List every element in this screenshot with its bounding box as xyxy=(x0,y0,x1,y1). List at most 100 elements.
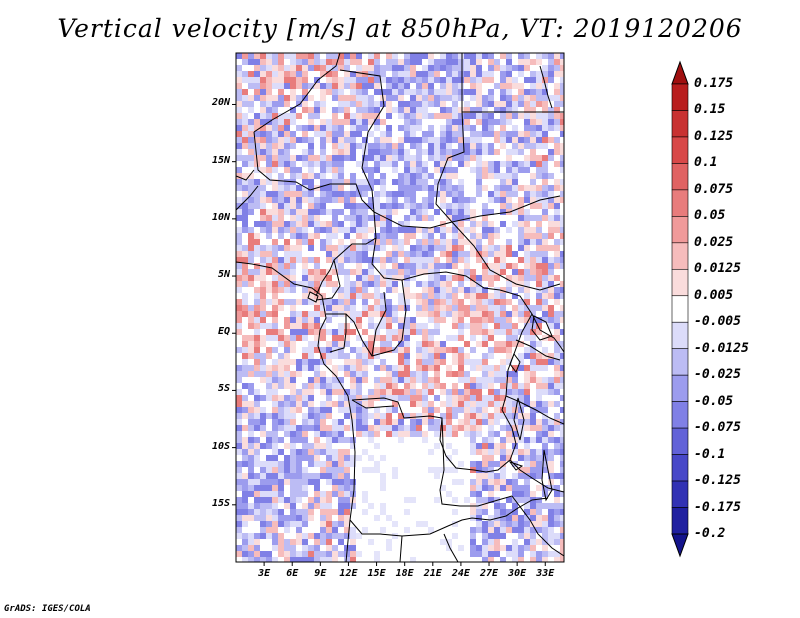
field-cell xyxy=(560,167,564,174)
field-cell xyxy=(302,461,309,468)
colorbar-swatch xyxy=(671,480,689,508)
field-cell xyxy=(428,71,435,78)
field-cell xyxy=(284,449,291,456)
field-cell xyxy=(410,503,417,510)
field-cell xyxy=(236,491,243,498)
field-cell xyxy=(428,347,435,354)
field-cell xyxy=(500,449,507,456)
field-cell xyxy=(512,335,519,342)
field-cell xyxy=(416,425,423,432)
field-cell xyxy=(368,305,375,312)
field-cell xyxy=(530,437,537,444)
field-cell xyxy=(296,257,303,264)
field-cell xyxy=(344,341,351,348)
field-cell xyxy=(428,527,435,534)
field-cell xyxy=(374,257,381,264)
field-cell xyxy=(512,65,519,72)
field-cell xyxy=(452,371,459,378)
field-cell xyxy=(446,251,453,258)
field-cell xyxy=(458,155,465,162)
field-cell xyxy=(536,437,543,444)
field-cell xyxy=(398,449,405,456)
field-cell xyxy=(500,269,507,276)
field-cell xyxy=(314,413,321,420)
field-cell xyxy=(542,215,549,222)
field-cell xyxy=(344,119,351,126)
field-cell xyxy=(476,155,483,162)
field-cell xyxy=(242,119,249,126)
field-cell xyxy=(272,539,279,546)
field-cell xyxy=(338,329,345,336)
field-cell xyxy=(542,143,549,150)
field-cell xyxy=(308,263,315,270)
field-cell xyxy=(356,467,363,474)
field-cell xyxy=(440,245,447,252)
field-cell xyxy=(254,443,261,450)
field-cell xyxy=(278,359,285,366)
field-cell xyxy=(476,551,483,558)
field-cell xyxy=(338,221,345,228)
field-cell xyxy=(398,353,405,360)
field-cell xyxy=(302,395,309,402)
field-cell xyxy=(548,497,555,504)
field-cell xyxy=(302,353,309,360)
field-cell xyxy=(500,557,507,562)
field-cell xyxy=(308,143,315,150)
field-cell xyxy=(494,257,501,264)
field-cell xyxy=(248,167,255,174)
field-cell xyxy=(326,77,333,84)
field-cell xyxy=(302,449,309,456)
field-cell xyxy=(302,347,309,354)
field-cell xyxy=(488,281,495,288)
field-cell xyxy=(548,545,555,552)
field-cell xyxy=(404,515,411,522)
field-cell xyxy=(350,347,357,354)
field-cell xyxy=(452,191,459,198)
field-cell xyxy=(476,227,483,234)
field-cell xyxy=(470,239,477,246)
field-cell xyxy=(488,233,495,240)
field-cell xyxy=(428,437,435,444)
field-cell xyxy=(434,341,441,348)
field-cell xyxy=(458,263,465,270)
field-cell xyxy=(326,527,333,534)
field-cell xyxy=(470,143,477,150)
field-cell xyxy=(302,509,309,516)
field-cell xyxy=(326,485,333,492)
field-cell xyxy=(266,539,273,546)
field-cell xyxy=(392,461,399,468)
field-cell xyxy=(308,251,315,258)
field-cell xyxy=(260,107,267,114)
field-cell xyxy=(344,275,351,282)
field-cell xyxy=(254,437,261,444)
field-cell xyxy=(332,455,339,462)
field-cell xyxy=(278,407,285,414)
field-cell xyxy=(470,443,477,450)
field-cell xyxy=(374,467,381,474)
field-cell xyxy=(404,65,411,72)
field-cell xyxy=(362,239,369,246)
field-cell xyxy=(380,101,387,108)
field-cell xyxy=(392,275,399,282)
field-cell xyxy=(440,407,447,414)
field-cell xyxy=(308,161,315,168)
field-cell xyxy=(488,275,495,282)
field-cell xyxy=(560,335,564,342)
field-cell xyxy=(356,473,363,480)
field-cell xyxy=(404,137,411,144)
field-cell xyxy=(350,311,357,318)
field-cell xyxy=(326,149,333,156)
field-cell xyxy=(458,125,465,132)
field-cell xyxy=(272,413,279,420)
field-cell xyxy=(260,293,267,300)
field-cell xyxy=(386,179,393,186)
field-cell xyxy=(332,479,339,486)
field-cell xyxy=(476,53,483,60)
field-cell xyxy=(254,167,261,174)
field-cell xyxy=(260,251,267,258)
field-cell xyxy=(314,215,321,222)
field-cell xyxy=(260,515,267,522)
field-cell xyxy=(260,329,267,336)
field-cell xyxy=(452,353,459,360)
field-cell xyxy=(272,299,279,306)
